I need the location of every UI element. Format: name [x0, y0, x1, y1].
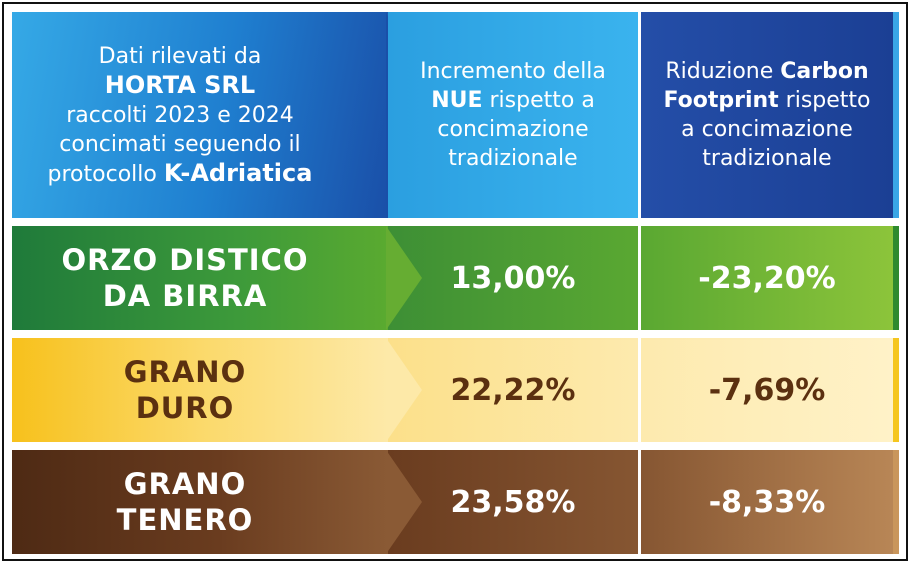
intro-line-1: Dati rilevati da — [98, 43, 262, 69]
col1-nue-bold: NUE — [431, 88, 483, 113]
col2-line3: a concimazione — [681, 117, 853, 142]
row1-nue-value: 13,00% — [450, 260, 576, 296]
col2-carbon-bold: Carbon — [780, 59, 869, 84]
header-intro-line: concimati seguendo il — [59, 130, 300, 159]
row3-nue-value: 23,58% — [450, 484, 576, 520]
col1-line3: concimazione — [437, 117, 589, 142]
row3-nue-cell: 23,58% — [388, 450, 638, 554]
column-separator — [638, 8, 641, 556]
col1-line4: tradizionale — [448, 146, 578, 171]
intro-line-3: raccolti 2023 e 2024 — [66, 102, 294, 128]
row2-carbon-value: -7,69% — [708, 372, 826, 408]
row2-nue-value: 22,22% — [450, 372, 576, 408]
row-label-orzo: ORZO DISTICO DA BIRRA — [12, 226, 388, 330]
col2-line4: tradizionale — [702, 146, 832, 171]
row2-label-line1: GRANO — [123, 355, 247, 389]
row-label-grano-duro: GRANO DURO — [12, 338, 388, 442]
header-edge — [893, 12, 899, 218]
row2-label-line2: DURO — [135, 391, 235, 425]
header-col-nue: Incremento della NUE rispetto a concimaz… — [388, 12, 638, 218]
header-company: HORTA SRL — [105, 71, 255, 101]
row2-carbon-cell: -7,69% — [641, 338, 893, 442]
col1-line1: Incremento della — [420, 59, 606, 84]
row3-carbon-cell: -8,33% — [641, 450, 893, 554]
header-intro-line: Dati rilevati da — [99, 42, 262, 71]
row2-nue-cell: 22,22% — [388, 338, 638, 442]
row1-label-line1: ORZO DISTICO — [61, 243, 309, 277]
row3-label-line1: GRANO — [123, 467, 247, 501]
row2-edge — [893, 338, 899, 442]
company-name: HORTA SRL — [104, 70, 256, 99]
row3-carbon-value: -8,33% — [708, 484, 826, 520]
header-col-carbon: Riduzione Carbon Footprint rispetto a co… — [641, 12, 893, 218]
row3-label-line2: TENERO — [116, 503, 254, 537]
header-intro-line: protocollo K-Adriatica — [48, 159, 313, 189]
row1-chevron — [386, 226, 422, 330]
intro-line-4: concimati seguendo il — [59, 131, 301, 157]
col2-line1: Riduzione — [665, 59, 781, 84]
row3-edge — [893, 450, 899, 554]
col2-line2: rispetto — [778, 88, 871, 113]
row3-chevron — [386, 450, 422, 554]
row1-carbon-cell: -23,20% — [641, 226, 893, 330]
intro-line-5: protocollo — [47, 161, 157, 187]
header-intro-line: raccolti 2023 e 2024 — [66, 101, 294, 130]
row1-nue-cell: 13,00% — [388, 226, 638, 330]
row1-edge — [893, 226, 899, 330]
row-label-grano-tenero: GRANO TENERO — [12, 450, 388, 554]
row1-carbon-value: -23,20% — [698, 260, 836, 296]
protocol-name: K-Adriatica — [163, 158, 313, 187]
col2-footprint-bold: Footprint — [663, 88, 779, 113]
col1-line2: rispetto a — [482, 88, 595, 113]
header-intro-cell: Dati rilevati da HORTA SRL raccolti 2023… — [12, 12, 388, 218]
row2-chevron — [386, 338, 422, 442]
row1-label-line2: DA BIRRA — [102, 279, 268, 313]
